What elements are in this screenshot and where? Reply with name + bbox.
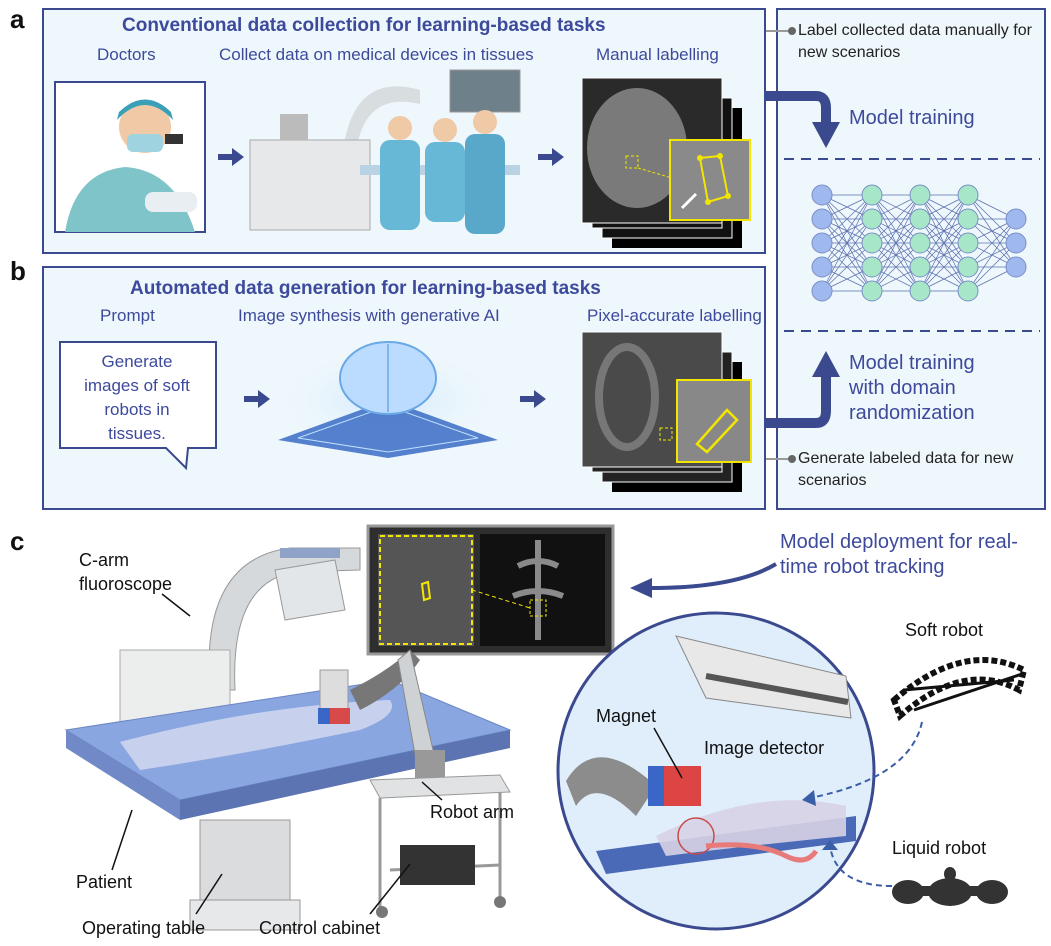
- panel-letter-c: c: [10, 526, 25, 556]
- label-image-detector: Image detector: [704, 738, 825, 758]
- nn-edge: [821, 218, 873, 292]
- connector-line: [766, 27, 796, 35]
- divider-dashed: [784, 330, 1040, 332]
- nn-edge: [871, 242, 921, 292]
- leader-line: [111, 809, 133, 871]
- liquid-robot-icon: [892, 867, 1008, 906]
- curved-arrow-training: [766, 91, 840, 148]
- label-patient: Patient: [76, 872, 133, 892]
- nn-edge: [871, 194, 921, 292]
- step-pixel-labelling: Pixel-accurate labelling: [587, 306, 762, 325]
- xray-stack-pixel: [581, 331, 752, 492]
- leader-line: [369, 863, 411, 915]
- nn-node: [909, 256, 931, 278]
- model-training-label: Model training: [849, 107, 975, 129]
- label-robot-arm: Robot arm: [430, 802, 515, 822]
- label-soft-robot: Soft robot: [905, 620, 984, 640]
- dashed-pointer: [802, 721, 923, 806]
- nn-node: [957, 208, 979, 230]
- panel-letter-a: a: [10, 4, 25, 34]
- label-operating-table: Operating table: [82, 918, 206, 938]
- step-doctors: Doctors: [97, 45, 156, 64]
- nn-node: [811, 280, 833, 302]
- step-collect-data: Collect data on medical devices in tissu…: [219, 45, 534, 64]
- operating-room-illustration: [249, 69, 521, 234]
- nn-edge: [821, 194, 873, 268]
- nn-edge: [919, 218, 969, 292]
- nn-node: [811, 232, 833, 254]
- nn-node: [811, 208, 833, 230]
- nn-node: [861, 256, 883, 278]
- nn-node: [1005, 256, 1027, 278]
- nn-node: [861, 184, 883, 206]
- deployment-arrow: [630, 562, 778, 598]
- curved-arrow-dr: [766, 351, 840, 428]
- nn-node: [909, 232, 931, 254]
- model-training-dr-label: Model training with domain randomization: [849, 352, 975, 424]
- nn-edge: [919, 194, 969, 268]
- note-generate-labeled: Generate labeled data for new scenarios: [798, 450, 1014, 489]
- step-image-synthesis: Image synthesis with generative AI: [238, 306, 500, 325]
- nn-node: [957, 280, 979, 302]
- xray-stack-manual: [581, 77, 751, 248]
- label-control-cabinet: Control cabinet: [259, 918, 381, 938]
- nn-node: [811, 256, 833, 278]
- nn-node: [1005, 208, 1027, 230]
- nn-edge: [967, 218, 1017, 292]
- nn-edge: [967, 218, 1017, 268]
- dashed-pointer: [822, 840, 893, 887]
- step-manual-labelling: Manual labelling: [596, 45, 719, 64]
- nn-node: [909, 184, 931, 206]
- nn-node: [1005, 232, 1027, 254]
- label-magnet: Magnet: [596, 706, 657, 726]
- magnified-view: [556, 611, 876, 931]
- nn-edge: [871, 218, 921, 292]
- operating-scene-illustration: [64, 547, 512, 931]
- leader-line: [653, 727, 683, 779]
- nn-edge: [967, 242, 1017, 292]
- label-c-arm: C-arm fluoroscope: [79, 550, 173, 594]
- neural-network-diagram: [811, 184, 1027, 302]
- nn-node: [957, 184, 979, 206]
- arrow-icon: [244, 390, 270, 408]
- nn-node: [861, 280, 883, 302]
- nn-edge: [821, 194, 873, 292]
- leader-line: [161, 593, 191, 617]
- arrow-icon: [218, 148, 244, 166]
- arrow-icon: [538, 148, 564, 166]
- nn-node: [861, 232, 883, 254]
- monitor-display: [366, 524, 615, 656]
- connector-line: [766, 455, 796, 463]
- nn-node: [861, 208, 883, 230]
- step-prompt: Prompt: [100, 306, 155, 325]
- nn-edge: [871, 194, 921, 268]
- leader-line: [421, 781, 443, 801]
- speech-bubble: [59, 341, 217, 471]
- prompt-text: Generate images of soft robots in tissue…: [84, 352, 190, 443]
- nn-edge: [871, 194, 921, 244]
- panel-a-title: Conventional data collection for learnin…: [122, 15, 606, 36]
- nn-node: [909, 280, 931, 302]
- nn-node: [957, 232, 979, 254]
- nn-edge: [821, 242, 873, 292]
- leader-line: [195, 873, 223, 915]
- nn-edge: [919, 242, 969, 292]
- deployment-label: Model deployment for real-time robot tra…: [780, 531, 1018, 578]
- arrow-icon: [520, 390, 546, 408]
- nn-edge: [919, 194, 969, 292]
- panel-b-title: Automated data generation for learning-b…: [130, 278, 601, 299]
- nn-edge: [821, 194, 873, 244]
- ai-brain-illustration: [273, 341, 503, 458]
- note-label-manually: Label collected data manually for new sc…: [798, 22, 1032, 61]
- nn-edge: [919, 194, 969, 244]
- label-liquid-robot: Liquid robot: [892, 838, 987, 858]
- divider-dashed: [784, 158, 1040, 160]
- nn-node: [909, 208, 931, 230]
- soft-robot-icon: [890, 657, 1028, 722]
- nn-node: [957, 256, 979, 278]
- nn-node: [811, 184, 833, 206]
- panel-letter-b: b: [10, 256, 26, 286]
- doctor-illustration: [54, 81, 206, 233]
